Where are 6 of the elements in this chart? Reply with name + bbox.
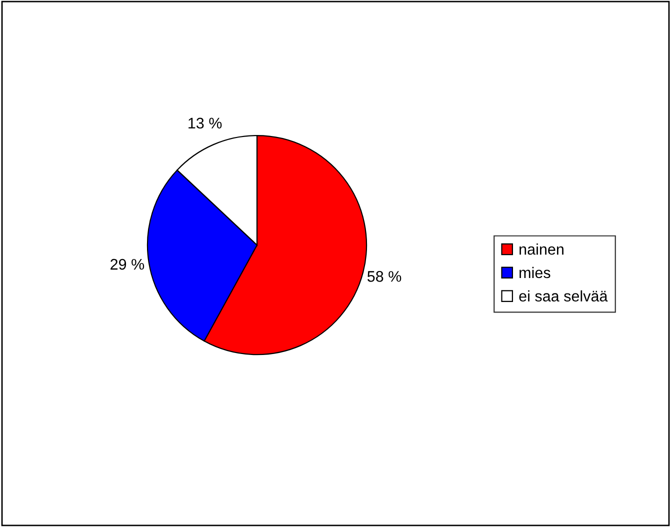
- legend-label: ei saa selvää: [519, 290, 608, 302]
- legend-label: mies: [520, 266, 550, 278]
- data-label: 13 %: [188, 118, 222, 129]
- data-label: 58 %: [367, 271, 402, 282]
- legend-label: nainen: [520, 244, 564, 255]
- data-label: 29 %: [110, 258, 144, 270]
